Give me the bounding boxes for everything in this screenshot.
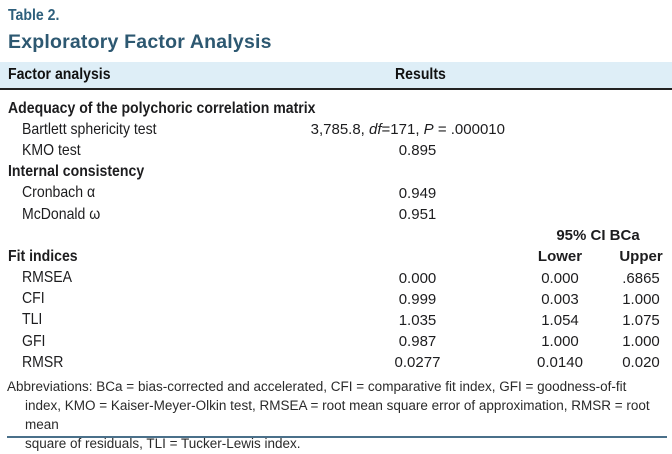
ci-upper-value: .6865 xyxy=(622,269,660,287)
table-row-internal-consistency-section: Internal consistency xyxy=(0,162,672,183)
table-row-ci-header: 95% CI BCa xyxy=(0,225,672,246)
table-footnote: Abbreviations: BCa = bias-corrected and … xyxy=(7,377,666,453)
row-label: Bartlett sphericity test xyxy=(22,120,157,138)
ci-bca-header: 95% CI BCa xyxy=(556,227,640,245)
ci-upper-header: Upper xyxy=(619,248,663,266)
table-row-fit-indices-section: Fit indices Lower Upper xyxy=(0,246,672,267)
ci-upper-value: 1.000 xyxy=(622,290,660,308)
table-row-cfi: CFI 0.999 0.003 1.000 xyxy=(0,289,672,310)
row-label: Internal consistency xyxy=(8,163,145,181)
table-row-bartlett: Bartlett sphericity test 3,785.8, df=171… xyxy=(0,119,672,140)
ci-upper-value: 0.020 xyxy=(622,354,660,372)
ci-lower-value: 0.0140 xyxy=(537,354,583,372)
row-label: RMSEA xyxy=(22,269,73,287)
result-value: 0.0277 xyxy=(394,354,441,372)
table-row-cronbach-alpha: Cronbach α 0.949 xyxy=(0,183,672,204)
result-value: 0.987 xyxy=(398,333,437,351)
table-row-gfi: GFI 0.987 1.000 1.000 xyxy=(0,331,672,352)
row-label: RMSR xyxy=(22,353,64,371)
row-label: Cronbach α xyxy=(22,184,96,202)
result-value: 0.999 xyxy=(398,290,437,308)
table-row-tli: TLI 1.035 1.054 1.075 xyxy=(0,310,672,331)
footnote-line-2: index, KMO = Kaiser-Meyer-Olkin test, RM… xyxy=(25,398,650,432)
footnote-line-3: square of residuals, TLI = Tucker-Lewis … xyxy=(25,436,301,451)
footnote-line-1: Abbreviations: BCa = bias-corrected and … xyxy=(7,379,627,394)
result-value: 0.951 xyxy=(398,206,437,224)
table-row-kmo: KMO test 0.895 xyxy=(0,140,672,161)
ci-lower-value: 1.000 xyxy=(541,333,579,351)
bottom-rule xyxy=(7,436,667,438)
result-value: 0.895 xyxy=(398,142,437,160)
ci-lower-value: 0.003 xyxy=(541,290,579,308)
row-label: CFI xyxy=(22,290,45,308)
result-value: 0.000 xyxy=(398,269,437,287)
row-label: KMO test xyxy=(22,141,81,159)
column-header-results: Results xyxy=(395,66,446,83)
table-number-text: Table 2. xyxy=(8,7,60,24)
ci-upper-value: 1.075 xyxy=(622,311,660,329)
table-row-rmsr: RMSR 0.0277 0.0140 0.020 xyxy=(0,352,672,373)
table-row-adequacy-section: Adequacy of the polychoric correlation m… xyxy=(0,98,672,119)
table-title: Exploratory Factor Analysis xyxy=(8,31,272,53)
result-value: 1.035 xyxy=(398,311,437,329)
table-row-rmsea: RMSEA 0.000 0.000 .6865 xyxy=(0,268,672,289)
row-label: McDonald ω xyxy=(22,205,101,223)
ci-lower-value: 1.054 xyxy=(541,311,579,329)
ci-lower-value: 0.000 xyxy=(541,269,579,287)
table-row-mcdonald-omega: McDonald ω 0.951 xyxy=(0,204,672,225)
ci-upper-value: 1.000 xyxy=(622,333,660,351)
table-header-row: Factor analysis Results xyxy=(0,62,672,90)
table-number-label: Table 2. xyxy=(8,7,66,25)
bartlett-result: 3,785.8, df=171, P = .000010 xyxy=(310,121,505,139)
row-label: Adequacy of the polychoric correlation m… xyxy=(8,99,316,117)
row-label: Fit indices xyxy=(8,247,78,265)
column-header-factor-analysis: Factor analysis xyxy=(8,66,111,83)
row-label: TLI xyxy=(22,311,43,329)
ci-lower-header: Lower xyxy=(537,248,583,266)
result-value: 0.949 xyxy=(398,184,437,202)
row-label: GFI xyxy=(22,332,46,350)
table-body: Adequacy of the polychoric correlation m… xyxy=(0,90,672,373)
